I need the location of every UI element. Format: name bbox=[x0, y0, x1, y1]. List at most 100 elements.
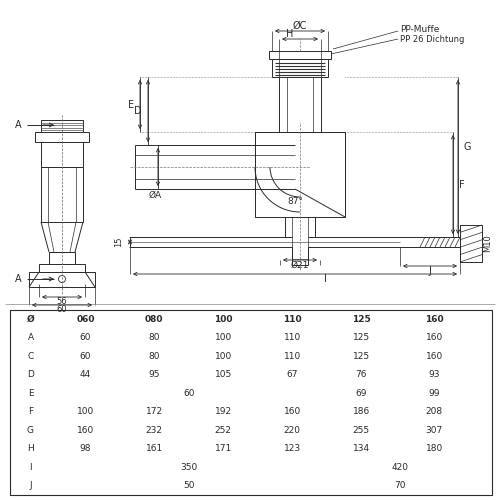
Bar bbox=[258, 440, 326, 458]
Text: 87°: 87° bbox=[287, 198, 303, 206]
Bar bbox=[189, 347, 258, 366]
Bar bbox=[189, 440, 258, 458]
Text: 50: 50 bbox=[183, 481, 194, 490]
Text: 80: 80 bbox=[148, 352, 160, 361]
Bar bbox=[10, 440, 51, 458]
Text: 208: 208 bbox=[426, 407, 442, 416]
Bar bbox=[10, 310, 492, 495]
Text: 60: 60 bbox=[56, 306, 68, 314]
Text: 171: 171 bbox=[214, 444, 232, 453]
Bar bbox=[258, 366, 326, 384]
Text: 123: 123 bbox=[284, 444, 301, 453]
Text: 98: 98 bbox=[80, 444, 91, 453]
Text: 125: 125 bbox=[352, 352, 370, 361]
Bar bbox=[326, 328, 396, 347]
Bar bbox=[41, 120, 83, 132]
Bar bbox=[10, 347, 51, 366]
Text: 252: 252 bbox=[215, 426, 232, 434]
Bar bbox=[189, 402, 258, 421]
Bar bbox=[269, 51, 331, 59]
Bar bbox=[396, 328, 472, 347]
Text: ØC: ØC bbox=[293, 21, 307, 31]
Text: 100: 100 bbox=[214, 333, 232, 342]
Text: Ø: Ø bbox=[26, 315, 34, 324]
Bar bbox=[258, 402, 326, 421]
Bar bbox=[255, 132, 345, 217]
Bar bbox=[10, 421, 51, 440]
Bar bbox=[396, 310, 472, 328]
Text: 255: 255 bbox=[352, 426, 370, 434]
Bar bbox=[51, 384, 326, 402]
Text: 105: 105 bbox=[214, 370, 232, 379]
Text: J: J bbox=[428, 266, 432, 276]
Bar bbox=[10, 384, 51, 402]
Text: C: C bbox=[28, 352, 34, 361]
Text: F: F bbox=[459, 180, 464, 190]
Text: 67: 67 bbox=[286, 370, 298, 379]
Bar bbox=[120, 402, 189, 421]
Text: 15: 15 bbox=[114, 237, 123, 247]
Bar bbox=[41, 167, 83, 222]
Text: I: I bbox=[324, 274, 326, 284]
Text: D: D bbox=[27, 370, 34, 379]
Text: A: A bbox=[16, 274, 22, 284]
Text: ØA: ØA bbox=[148, 190, 162, 200]
Text: 99: 99 bbox=[428, 389, 440, 398]
Text: PP 26 Dichtung: PP 26 Dichtung bbox=[400, 34, 464, 43]
Text: 76: 76 bbox=[356, 370, 367, 379]
Bar bbox=[189, 421, 258, 440]
Bar bbox=[189, 310, 258, 328]
Text: J: J bbox=[29, 481, 32, 490]
Text: 060: 060 bbox=[76, 315, 94, 324]
Bar bbox=[396, 402, 472, 421]
Bar bbox=[272, 59, 328, 77]
Text: 350: 350 bbox=[180, 463, 198, 472]
Text: E: E bbox=[28, 389, 34, 398]
Text: 93: 93 bbox=[428, 370, 440, 379]
Text: E: E bbox=[128, 100, 134, 110]
Bar bbox=[39, 264, 85, 272]
Text: 186: 186 bbox=[352, 407, 370, 416]
Text: 80: 80 bbox=[148, 333, 160, 342]
Bar bbox=[10, 366, 51, 384]
Text: 110: 110 bbox=[283, 315, 302, 324]
Bar bbox=[396, 384, 472, 402]
Bar bbox=[10, 328, 51, 347]
Bar bbox=[10, 310, 51, 328]
Bar bbox=[258, 328, 326, 347]
Bar bbox=[189, 328, 258, 347]
Text: 100: 100 bbox=[214, 315, 233, 324]
Bar bbox=[460, 225, 482, 262]
Text: 080: 080 bbox=[145, 315, 164, 324]
Text: 100: 100 bbox=[214, 352, 232, 361]
Text: F: F bbox=[28, 407, 33, 416]
Bar bbox=[326, 476, 472, 495]
Text: 160: 160 bbox=[426, 352, 443, 361]
Text: 172: 172 bbox=[146, 407, 163, 416]
Text: 110: 110 bbox=[284, 352, 301, 361]
Bar bbox=[51, 347, 120, 366]
Text: 60: 60 bbox=[80, 352, 91, 361]
Bar bbox=[326, 310, 396, 328]
Text: 160: 160 bbox=[426, 333, 443, 342]
Text: A: A bbox=[28, 333, 34, 342]
Bar bbox=[326, 384, 396, 402]
Text: 44: 44 bbox=[80, 370, 91, 379]
Bar bbox=[326, 347, 396, 366]
Bar bbox=[285, 217, 315, 237]
Bar bbox=[326, 402, 396, 421]
Bar bbox=[51, 310, 120, 328]
Bar bbox=[120, 310, 189, 328]
Bar bbox=[396, 440, 472, 458]
Text: 110: 110 bbox=[284, 333, 301, 342]
Bar bbox=[189, 366, 258, 384]
Text: M10: M10 bbox=[484, 234, 492, 252]
Text: 134: 134 bbox=[352, 444, 370, 453]
Bar bbox=[120, 347, 189, 366]
Text: Ø21: Ø21 bbox=[291, 260, 309, 270]
Text: G: G bbox=[27, 426, 34, 434]
Bar bbox=[35, 132, 89, 142]
Bar bbox=[49, 252, 75, 264]
Bar bbox=[120, 440, 189, 458]
Bar bbox=[29, 272, 95, 287]
